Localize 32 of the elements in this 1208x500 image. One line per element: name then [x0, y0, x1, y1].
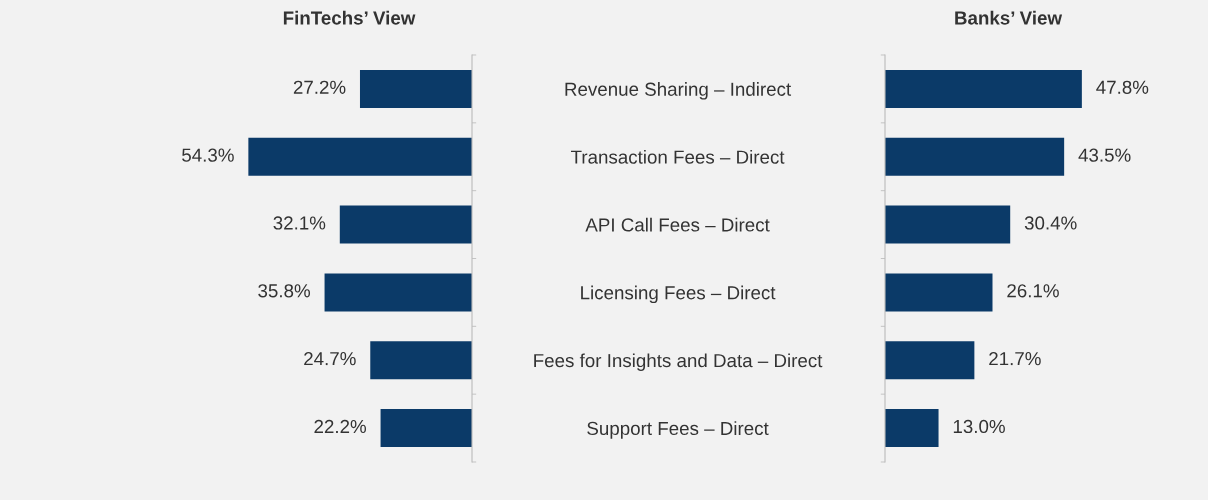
y-tick-label: API Call Fees – Direct — [585, 217, 770, 232]
y-tick-label: Revenue Sharing – Indirect — [565, 82, 792, 100]
chart-title: Banks’ View — [955, 10, 1063, 25]
bar — [339, 205, 472, 244]
data-label: 13.0% — [953, 419, 1005, 434]
data-label: 24.7% — [304, 352, 356, 366]
bar — [885, 341, 975, 380]
y-tick-label: Transaction Fees – Direct — [571, 149, 785, 164]
data-label: 26.1% — [1007, 284, 1059, 298]
data-label: 35.8% — [258, 284, 310, 298]
data-label: 54.3% — [182, 148, 234, 162]
bar — [370, 341, 472, 380]
data-label: 27.2% — [293, 80, 346, 94]
bar — [885, 273, 993, 312]
bar — [885, 137, 1065, 176]
y-tick-label: Support Fees – Direct — [587, 421, 769, 439]
bar — [359, 69, 472, 108]
data-label: 47.8% — [1096, 80, 1149, 94]
bar — [885, 69, 1082, 108]
data-label: 22.2% — [314, 419, 367, 434]
chart-title: FinTechs’ View — [283, 10, 416, 25]
y-tick-label: Licensing Fees – Direct — [581, 285, 776, 304]
bar — [885, 409, 939, 448]
y-tick-label: Fees for Insights and Data – Direct — [534, 353, 823, 371]
data-label: 32.1% — [273, 216, 326, 230]
bar — [885, 205, 1011, 244]
data-label: 30.4% — [1024, 216, 1077, 230]
bar — [248, 137, 472, 176]
bar — [324, 273, 472, 312]
data-label: 21.7% — [989, 352, 1041, 366]
data-label: 43.5% — [1078, 148, 1131, 162]
bar — [380, 409, 472, 448]
